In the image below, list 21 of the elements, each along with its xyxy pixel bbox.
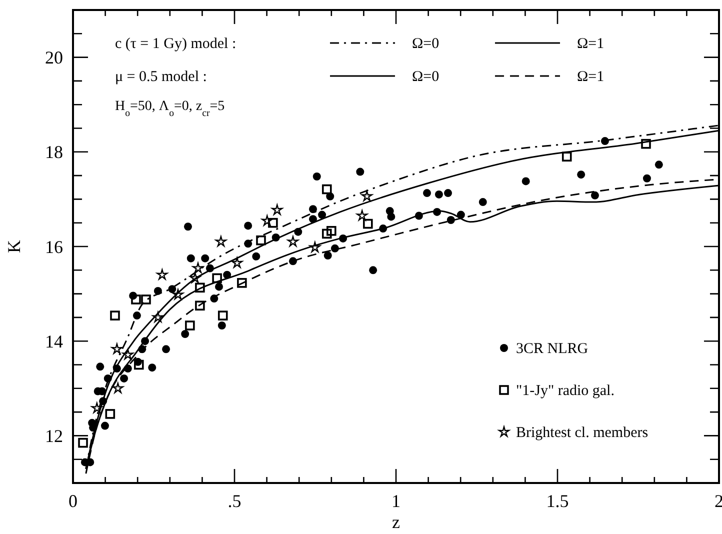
x-tick-label: .5 [228, 491, 242, 511]
y-tick-label: 12 [45, 426, 63, 446]
legend-label: "1-Jy" radio gal. [516, 383, 614, 399]
x-tick-label: 0 [68, 491, 78, 511]
y-axis-title: K [4, 240, 24, 253]
x-axis-title: z [392, 512, 400, 532]
annotation: μ = 0.5 model : [115, 69, 207, 85]
y-tick-label: 18 [45, 142, 63, 162]
y-tick-label: 14 [45, 331, 63, 352]
legend-label: Ω=0 [412, 69, 440, 85]
x-tick-label: 1.5 [546, 491, 569, 511]
legend-label: Ω=1 [577, 69, 604, 85]
legend-label: Brightest cl. members [516, 425, 648, 441]
x-tick-label: 1 [392, 491, 400, 511]
y-tick-label: 16 [45, 236, 63, 257]
legend-label: Ω=0 [412, 36, 440, 52]
annotation: c (τ = 1 Gy) model : [115, 36, 236, 52]
y-tick-label: 20 [45, 48, 63, 68]
legend-label: 3CR NLRG [516, 341, 588, 357]
legend-label: Ω=1 [577, 36, 604, 52]
annotation: H$_{o}$=50, Λ$_{o}$=0, z$_{cr}$=5 [115, 99, 225, 118]
